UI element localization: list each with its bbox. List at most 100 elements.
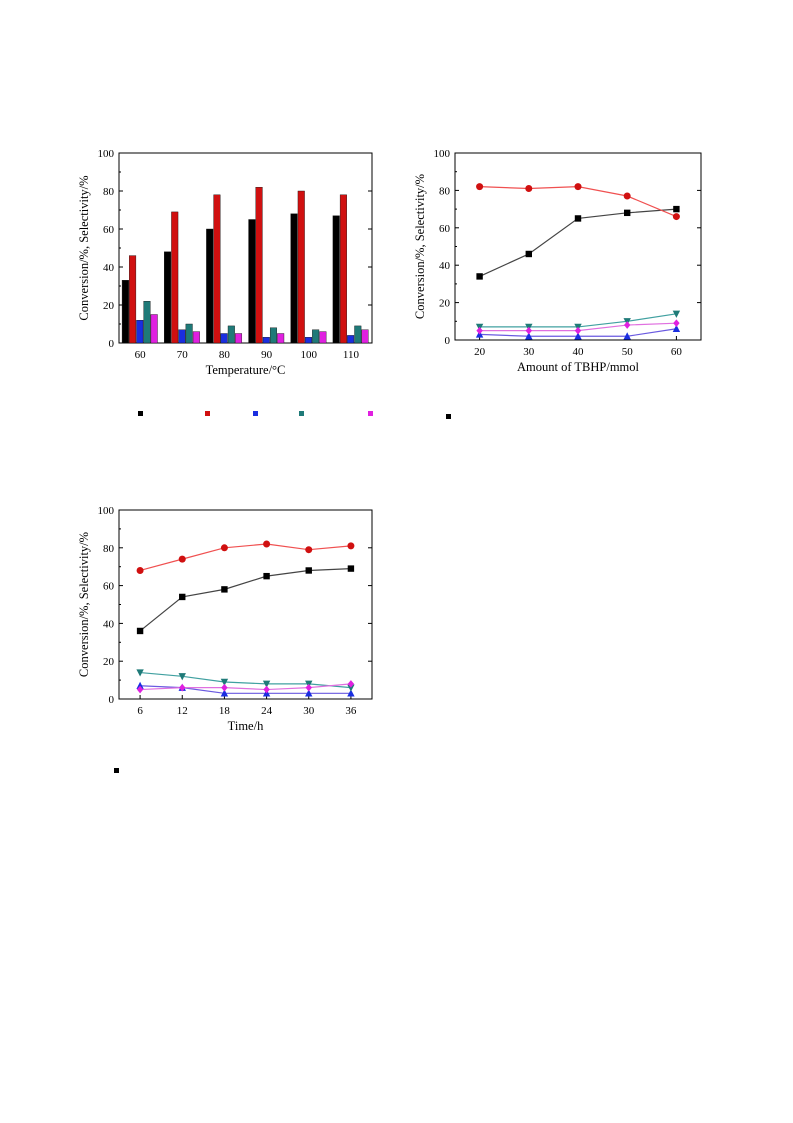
bar-teal-110 xyxy=(354,325,362,344)
point-blue-18 xyxy=(220,689,229,697)
point-blue-60 xyxy=(672,324,681,332)
series-line-black xyxy=(139,567,351,632)
point-magenta-24 xyxy=(263,685,270,694)
legend-marker-blue xyxy=(253,411,258,416)
point-red-30 xyxy=(305,546,313,554)
point-red-30 xyxy=(525,185,533,193)
point-black-30 xyxy=(525,250,532,258)
point-black-40 xyxy=(574,215,582,222)
bar-blue-90 xyxy=(262,337,270,344)
y-tick-label: 60 xyxy=(103,581,115,593)
bar-magenta-100 xyxy=(319,331,327,344)
point-teal-24 xyxy=(262,680,271,688)
x-tick-label: 50 xyxy=(622,346,634,358)
x-axis-label: Amount of TBHP/mmol xyxy=(517,360,640,374)
y-tick-label: 60 xyxy=(439,223,451,235)
point-red-50 xyxy=(623,192,631,200)
point-blue-30 xyxy=(525,332,533,340)
point-teal-6 xyxy=(136,669,144,677)
series-line-red xyxy=(139,543,351,572)
bar-black-100 xyxy=(290,213,298,344)
point-blue-40 xyxy=(574,332,582,340)
x-tick-label: 20 xyxy=(474,346,486,358)
point-black-30 xyxy=(305,567,312,574)
x-tick-label: 12 xyxy=(177,705,188,717)
point-teal-36 xyxy=(347,684,355,692)
legend-marker-black-2 xyxy=(446,414,451,419)
x-axis-label: Temperature/°C xyxy=(206,363,286,377)
x-tick-label: 18 xyxy=(219,705,231,717)
x-axis-label: Time/h xyxy=(228,719,264,733)
bar-magenta-90 xyxy=(277,333,285,344)
x-tick-label: 100 xyxy=(301,349,318,361)
point-magenta-20 xyxy=(476,326,483,335)
legend-marker-magenta xyxy=(368,411,373,416)
bar-teal-90 xyxy=(269,327,277,344)
x-tick-label: 36 xyxy=(345,705,357,717)
point-black-12 xyxy=(179,593,186,601)
y-tick-label: 80 xyxy=(103,543,115,555)
legend-marker-red xyxy=(205,411,210,416)
point-red-6 xyxy=(136,566,144,574)
point-red-60 xyxy=(672,213,680,221)
y-tick-label: 0 xyxy=(445,335,451,347)
bar-black-80 xyxy=(206,228,214,344)
y-tick-label: 40 xyxy=(103,262,115,274)
point-magenta-6 xyxy=(136,685,144,694)
point-red-18 xyxy=(220,544,228,552)
bar-black-70 xyxy=(164,251,172,344)
bar-black-60 xyxy=(121,280,129,344)
bar-blue-100 xyxy=(304,337,312,344)
bar-magenta-110 xyxy=(361,329,369,344)
bar-black-110 xyxy=(332,215,340,344)
point-magenta-60 xyxy=(673,319,680,327)
bar-blue-70 xyxy=(178,329,186,344)
point-teal-12 xyxy=(178,673,186,681)
x-tick-label: 6 xyxy=(137,705,143,717)
point-magenta-40 xyxy=(574,326,582,335)
point-blue-6 xyxy=(136,681,144,689)
point-magenta-18 xyxy=(221,683,228,692)
bar-magenta-60 xyxy=(150,314,158,344)
bar-red-60 xyxy=(129,255,137,344)
point-black-20 xyxy=(476,273,483,280)
bar-teal-60 xyxy=(143,301,151,344)
legend-marker-teal xyxy=(299,411,304,416)
y-axis-label: Conversion/%, Selectivity/% xyxy=(77,175,91,320)
bar-magenta-80 xyxy=(235,333,243,344)
y-tick-label: 40 xyxy=(439,260,451,272)
bar-black-90 xyxy=(248,219,256,344)
y-tick-label: 60 xyxy=(103,224,115,236)
point-red-24 xyxy=(263,540,271,548)
point-magenta-30 xyxy=(525,326,532,335)
bar-teal-100 xyxy=(312,329,320,344)
point-magenta-50 xyxy=(624,321,631,329)
point-magenta-30 xyxy=(305,683,312,692)
bar-red-90 xyxy=(255,186,263,344)
x-tick-label: 40 xyxy=(573,346,585,358)
x-tick-label: 30 xyxy=(523,346,535,358)
series-line-magenta xyxy=(140,683,351,691)
x-tick-label: 90 xyxy=(261,349,273,361)
y-tick-label: 0 xyxy=(109,338,115,350)
x-tick-label: 60 xyxy=(135,349,147,361)
y-tick-label: 0 xyxy=(109,694,115,706)
legend-marker-black xyxy=(138,411,143,416)
bar-red-70 xyxy=(171,211,179,344)
point-black-6 xyxy=(136,627,144,635)
bar-red-80 xyxy=(213,194,221,344)
point-teal-60 xyxy=(672,310,681,318)
bar-blue-110 xyxy=(347,335,355,344)
bar-red-100 xyxy=(297,190,305,344)
series-line-blue xyxy=(140,685,351,694)
y-tick-label: 80 xyxy=(439,185,451,197)
point-black-50 xyxy=(624,209,631,217)
y-tick-label: 100 xyxy=(434,148,451,160)
point-black-60 xyxy=(673,205,680,213)
y-tick-label: 100 xyxy=(98,148,115,160)
point-red-36 xyxy=(347,542,355,550)
plot-frame xyxy=(118,509,373,700)
